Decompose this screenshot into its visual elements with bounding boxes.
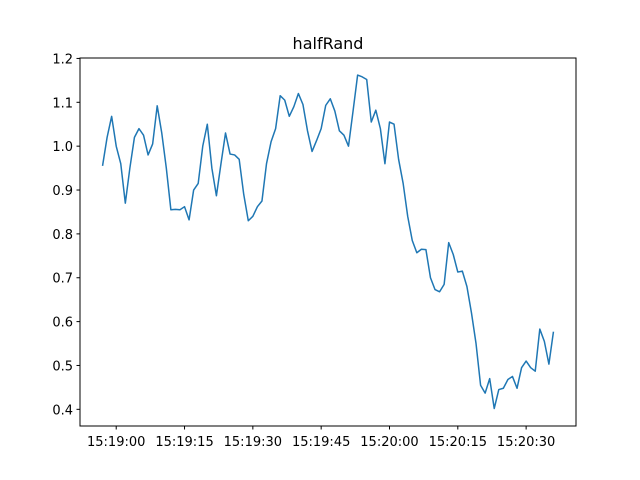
y-tick-label: 1.0	[52, 140, 73, 155]
y-tick-label: 0.4	[52, 403, 73, 418]
y-tick-label: 1.1	[52, 96, 73, 111]
x-tick-label: 15:19:15	[155, 435, 213, 450]
y-tick-label: 0.8	[52, 228, 73, 243]
y-tick-label: 0.6	[52, 316, 73, 331]
x-tick-label: 15:20:00	[360, 435, 418, 450]
x-tick-label: 15:19:30	[224, 435, 282, 450]
y-tick-label: 0.7	[52, 272, 73, 287]
x-tick-label: 15:20:30	[497, 435, 555, 450]
y-tick-label: 0.5	[52, 359, 73, 374]
line-series	[101, 74, 555, 410]
x-tick-label: 15:19:45	[292, 435, 350, 450]
x-tick-label: 15:20:15	[429, 435, 487, 450]
y-tick-label: 1.2	[52, 52, 73, 67]
axes-frame	[79, 57, 577, 427]
x-tick-label: 15:19:00	[87, 435, 145, 450]
chart-title: halfRand	[293, 34, 364, 53]
y-tick-label: 0.9	[52, 184, 73, 199]
